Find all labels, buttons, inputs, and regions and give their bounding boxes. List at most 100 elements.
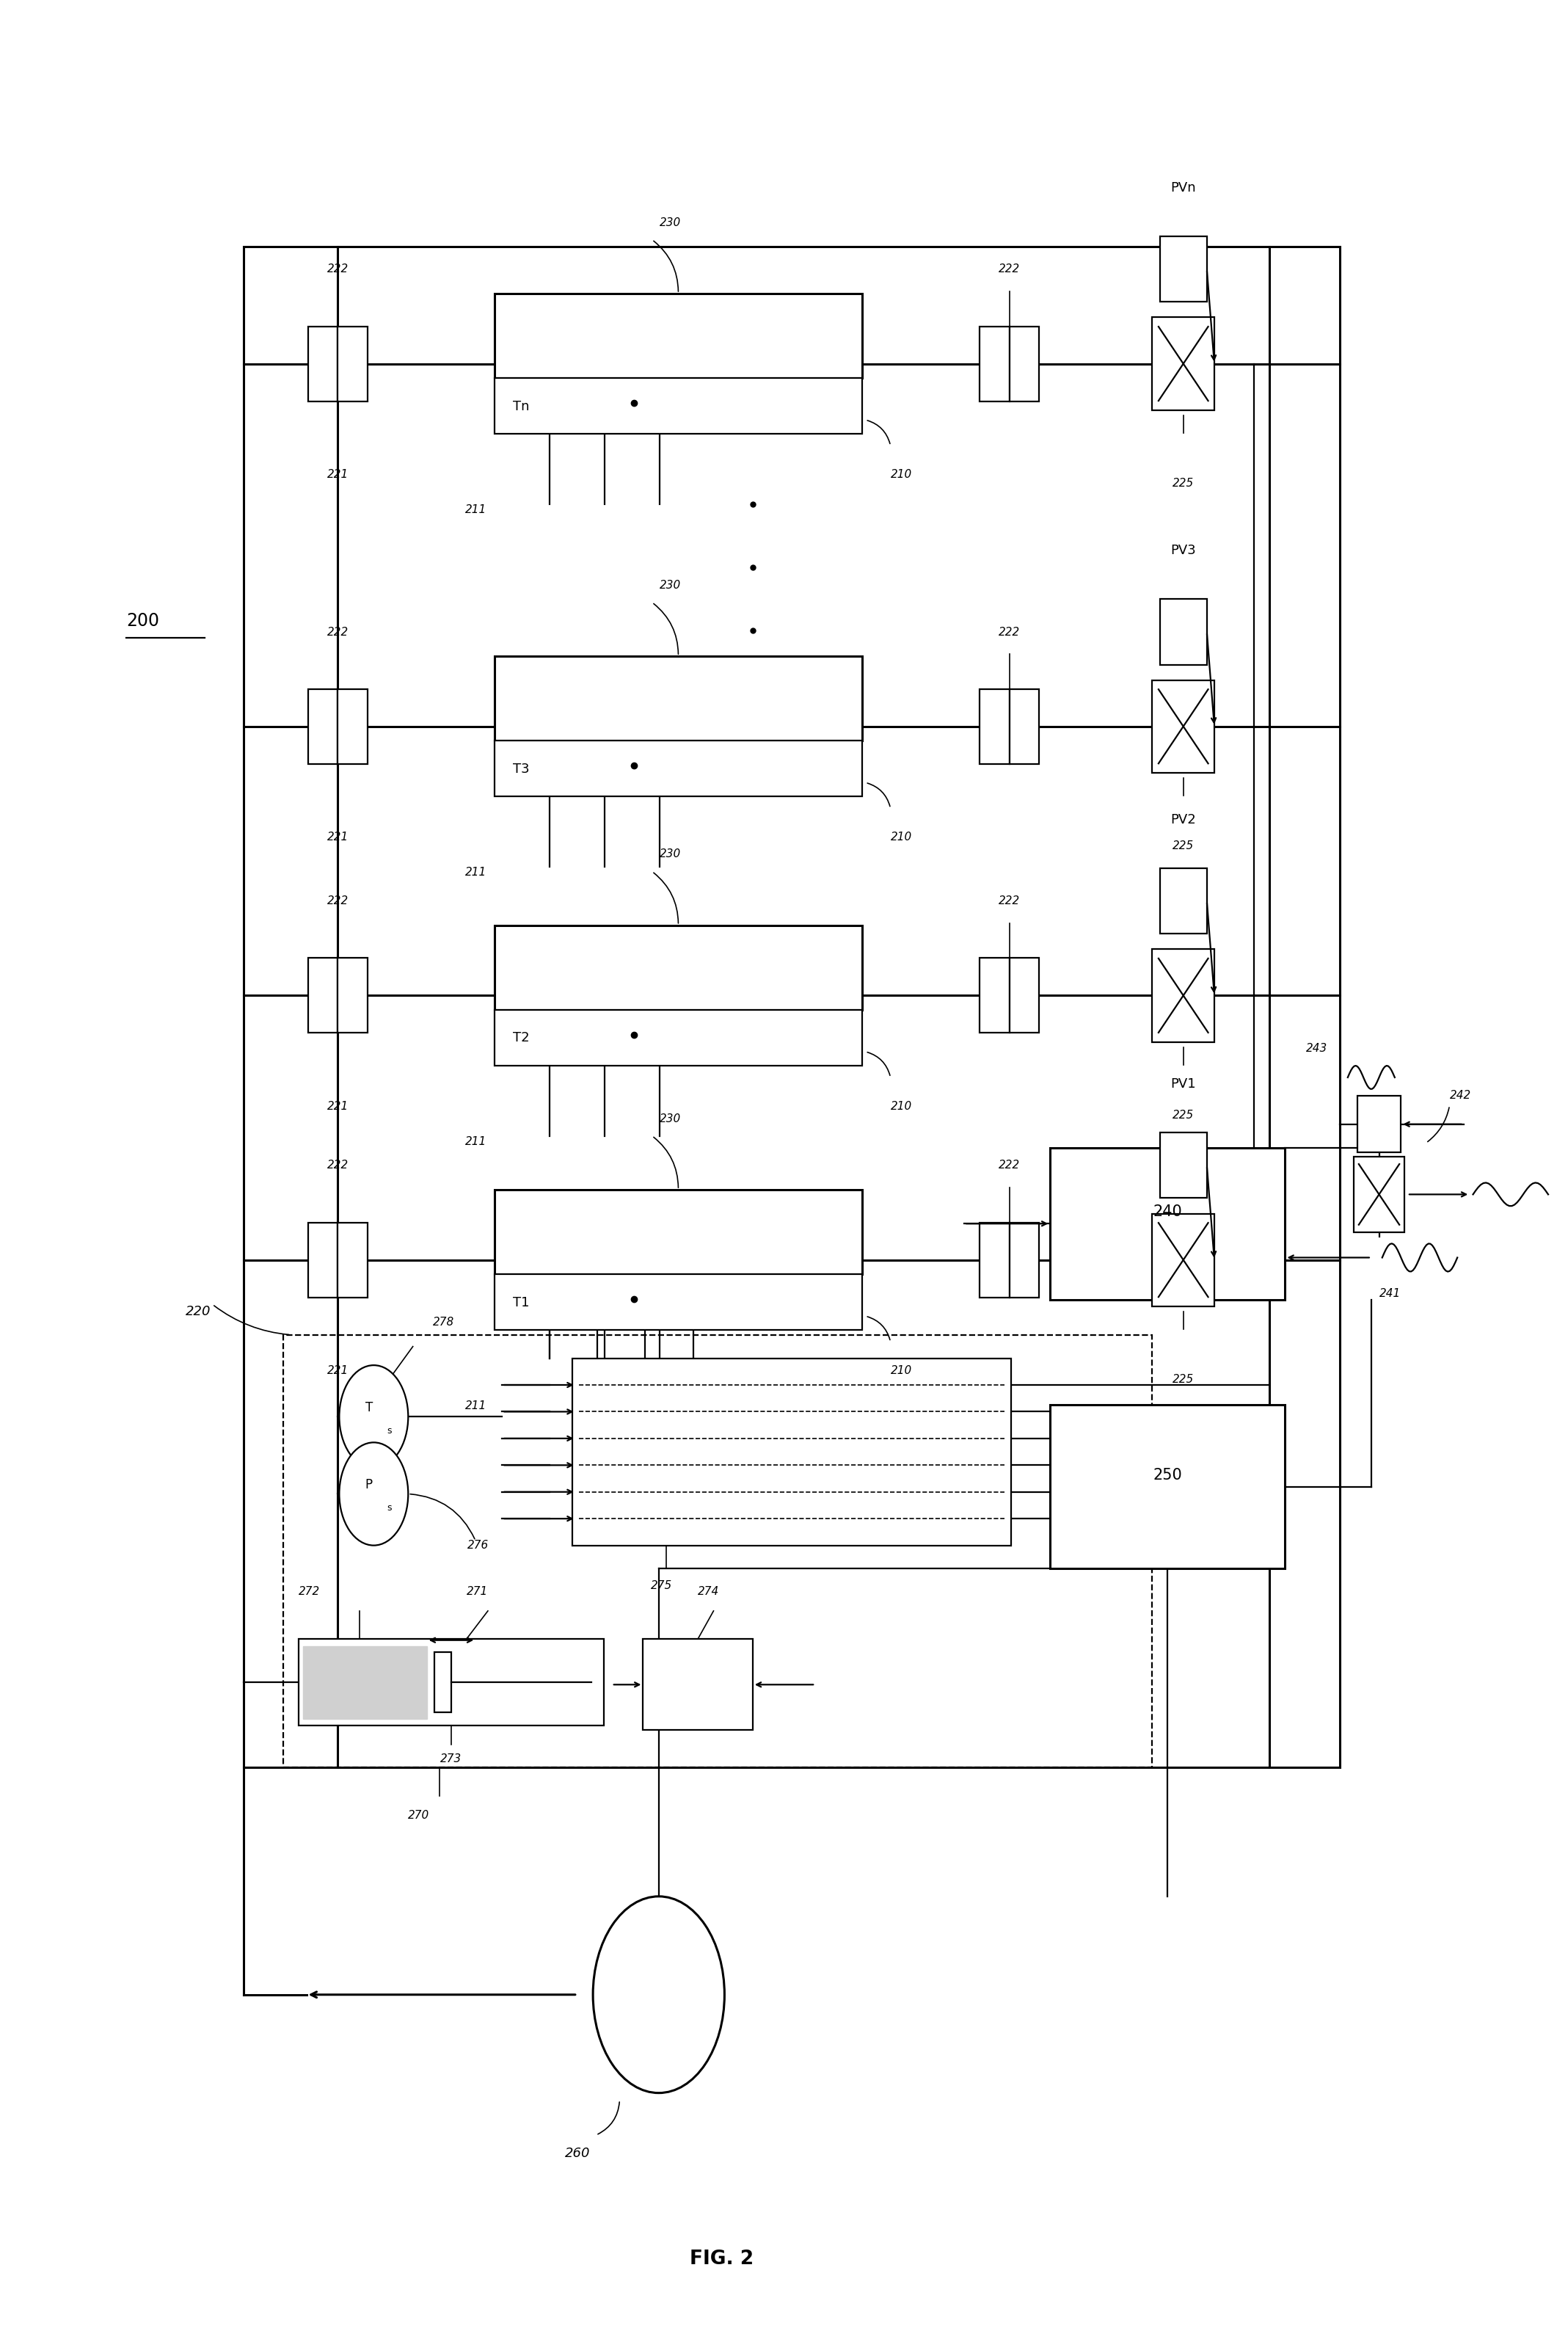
Text: PV2: PV2 bbox=[1171, 813, 1196, 827]
Bar bbox=[980, 689, 1010, 763]
Bar bbox=[1160, 869, 1207, 934]
Bar bbox=[494, 1190, 862, 1274]
Text: 222: 222 bbox=[328, 1159, 348, 1171]
Text: PV1: PV1 bbox=[1171, 1077, 1196, 1091]
Text: 210: 210 bbox=[891, 1101, 913, 1112]
Text: 221: 221 bbox=[328, 1365, 348, 1377]
Text: 222: 222 bbox=[328, 265, 348, 274]
Bar bbox=[1010, 1223, 1040, 1297]
Bar bbox=[307, 958, 337, 1033]
Text: 211: 211 bbox=[466, 1401, 486, 1412]
Bar bbox=[1152, 1213, 1214, 1307]
Text: s: s bbox=[387, 1504, 392, 1513]
Text: 242: 242 bbox=[1449, 1089, 1471, 1101]
Text: 240: 240 bbox=[1152, 1204, 1182, 1220]
Text: 271: 271 bbox=[467, 1586, 488, 1597]
Text: 260: 260 bbox=[564, 2148, 590, 2159]
Bar bbox=[980, 1223, 1010, 1297]
Bar bbox=[1152, 949, 1214, 1042]
Text: Tn: Tn bbox=[513, 400, 530, 412]
Text: 230: 230 bbox=[660, 1112, 682, 1124]
Bar bbox=[282, 1335, 1152, 1768]
Bar bbox=[243, 246, 1341, 1768]
Circle shape bbox=[339, 1365, 408, 1468]
Text: 210: 210 bbox=[891, 468, 913, 480]
Text: 230: 230 bbox=[660, 581, 682, 590]
Bar bbox=[434, 1651, 452, 1712]
Text: T1: T1 bbox=[513, 1295, 530, 1309]
Text: 200: 200 bbox=[127, 611, 160, 630]
Text: P: P bbox=[365, 1478, 373, 1492]
Text: 270: 270 bbox=[408, 1810, 430, 1820]
Circle shape bbox=[593, 1897, 724, 2094]
Bar bbox=[298, 1639, 604, 1726]
Text: 222: 222 bbox=[999, 265, 1021, 274]
Bar bbox=[337, 1223, 367, 1297]
Bar bbox=[1051, 1405, 1286, 1569]
Text: 221: 221 bbox=[328, 468, 348, 480]
Text: 222: 222 bbox=[328, 895, 348, 906]
Text: 225: 225 bbox=[1173, 1110, 1195, 1122]
Bar bbox=[307, 689, 337, 763]
Bar bbox=[1152, 679, 1214, 773]
Bar bbox=[494, 377, 862, 433]
Text: T2: T2 bbox=[513, 1030, 530, 1045]
Text: T: T bbox=[365, 1401, 373, 1415]
Text: 221: 221 bbox=[328, 831, 348, 843]
Bar bbox=[1160, 237, 1207, 302]
Text: 210: 210 bbox=[891, 1365, 913, 1377]
Text: 275: 275 bbox=[651, 1581, 673, 1593]
Text: 211: 211 bbox=[466, 504, 486, 515]
Bar bbox=[980, 326, 1010, 400]
Bar bbox=[494, 1009, 862, 1066]
Bar bbox=[1358, 1096, 1400, 1152]
Bar bbox=[1152, 319, 1214, 410]
Text: T3: T3 bbox=[513, 763, 530, 775]
Text: 211: 211 bbox=[466, 1136, 486, 1148]
Bar bbox=[494, 740, 862, 796]
Bar bbox=[494, 1274, 862, 1330]
Bar bbox=[494, 656, 862, 740]
Bar bbox=[572, 1358, 1011, 1546]
Text: 220: 220 bbox=[185, 1304, 212, 1319]
Circle shape bbox=[339, 1443, 408, 1546]
Text: 230: 230 bbox=[660, 218, 682, 227]
Text: 225: 225 bbox=[1173, 841, 1195, 852]
Bar bbox=[494, 925, 862, 1009]
Text: 222: 222 bbox=[328, 625, 348, 637]
Text: 211: 211 bbox=[466, 867, 486, 878]
Text: 225: 225 bbox=[1173, 1375, 1195, 1384]
Text: 222: 222 bbox=[999, 1159, 1021, 1171]
Text: 210: 210 bbox=[891, 831, 913, 843]
Bar bbox=[337, 326, 367, 400]
Text: 250: 250 bbox=[1152, 1468, 1182, 1482]
Text: 273: 273 bbox=[441, 1754, 463, 1764]
Bar bbox=[1051, 1148, 1286, 1300]
Text: 278: 278 bbox=[433, 1316, 455, 1328]
Bar bbox=[1010, 326, 1040, 400]
Bar bbox=[643, 1639, 753, 1731]
Bar bbox=[307, 1223, 337, 1297]
Text: s: s bbox=[387, 1426, 392, 1436]
Text: FIG. 2: FIG. 2 bbox=[690, 2251, 753, 2269]
Text: 243: 243 bbox=[1306, 1042, 1327, 1054]
Bar bbox=[337, 958, 367, 1033]
Polygon shape bbox=[303, 1646, 426, 1719]
Bar bbox=[494, 293, 862, 377]
Text: PVn: PVn bbox=[1171, 180, 1196, 194]
Text: 230: 230 bbox=[660, 848, 682, 860]
Bar bbox=[1010, 689, 1040, 763]
Bar bbox=[337, 689, 367, 763]
Bar bbox=[1353, 1157, 1405, 1232]
Text: 272: 272 bbox=[298, 1586, 320, 1597]
Text: 222: 222 bbox=[999, 895, 1021, 906]
Bar bbox=[307, 326, 337, 400]
Text: 222: 222 bbox=[999, 625, 1021, 637]
Text: 221: 221 bbox=[328, 1101, 348, 1112]
Text: 225: 225 bbox=[1173, 478, 1195, 489]
Bar bbox=[1160, 1134, 1207, 1199]
Text: 274: 274 bbox=[698, 1586, 720, 1597]
Text: 276: 276 bbox=[467, 1541, 489, 1550]
Bar bbox=[1160, 600, 1207, 665]
Text: 241: 241 bbox=[1380, 1288, 1400, 1300]
